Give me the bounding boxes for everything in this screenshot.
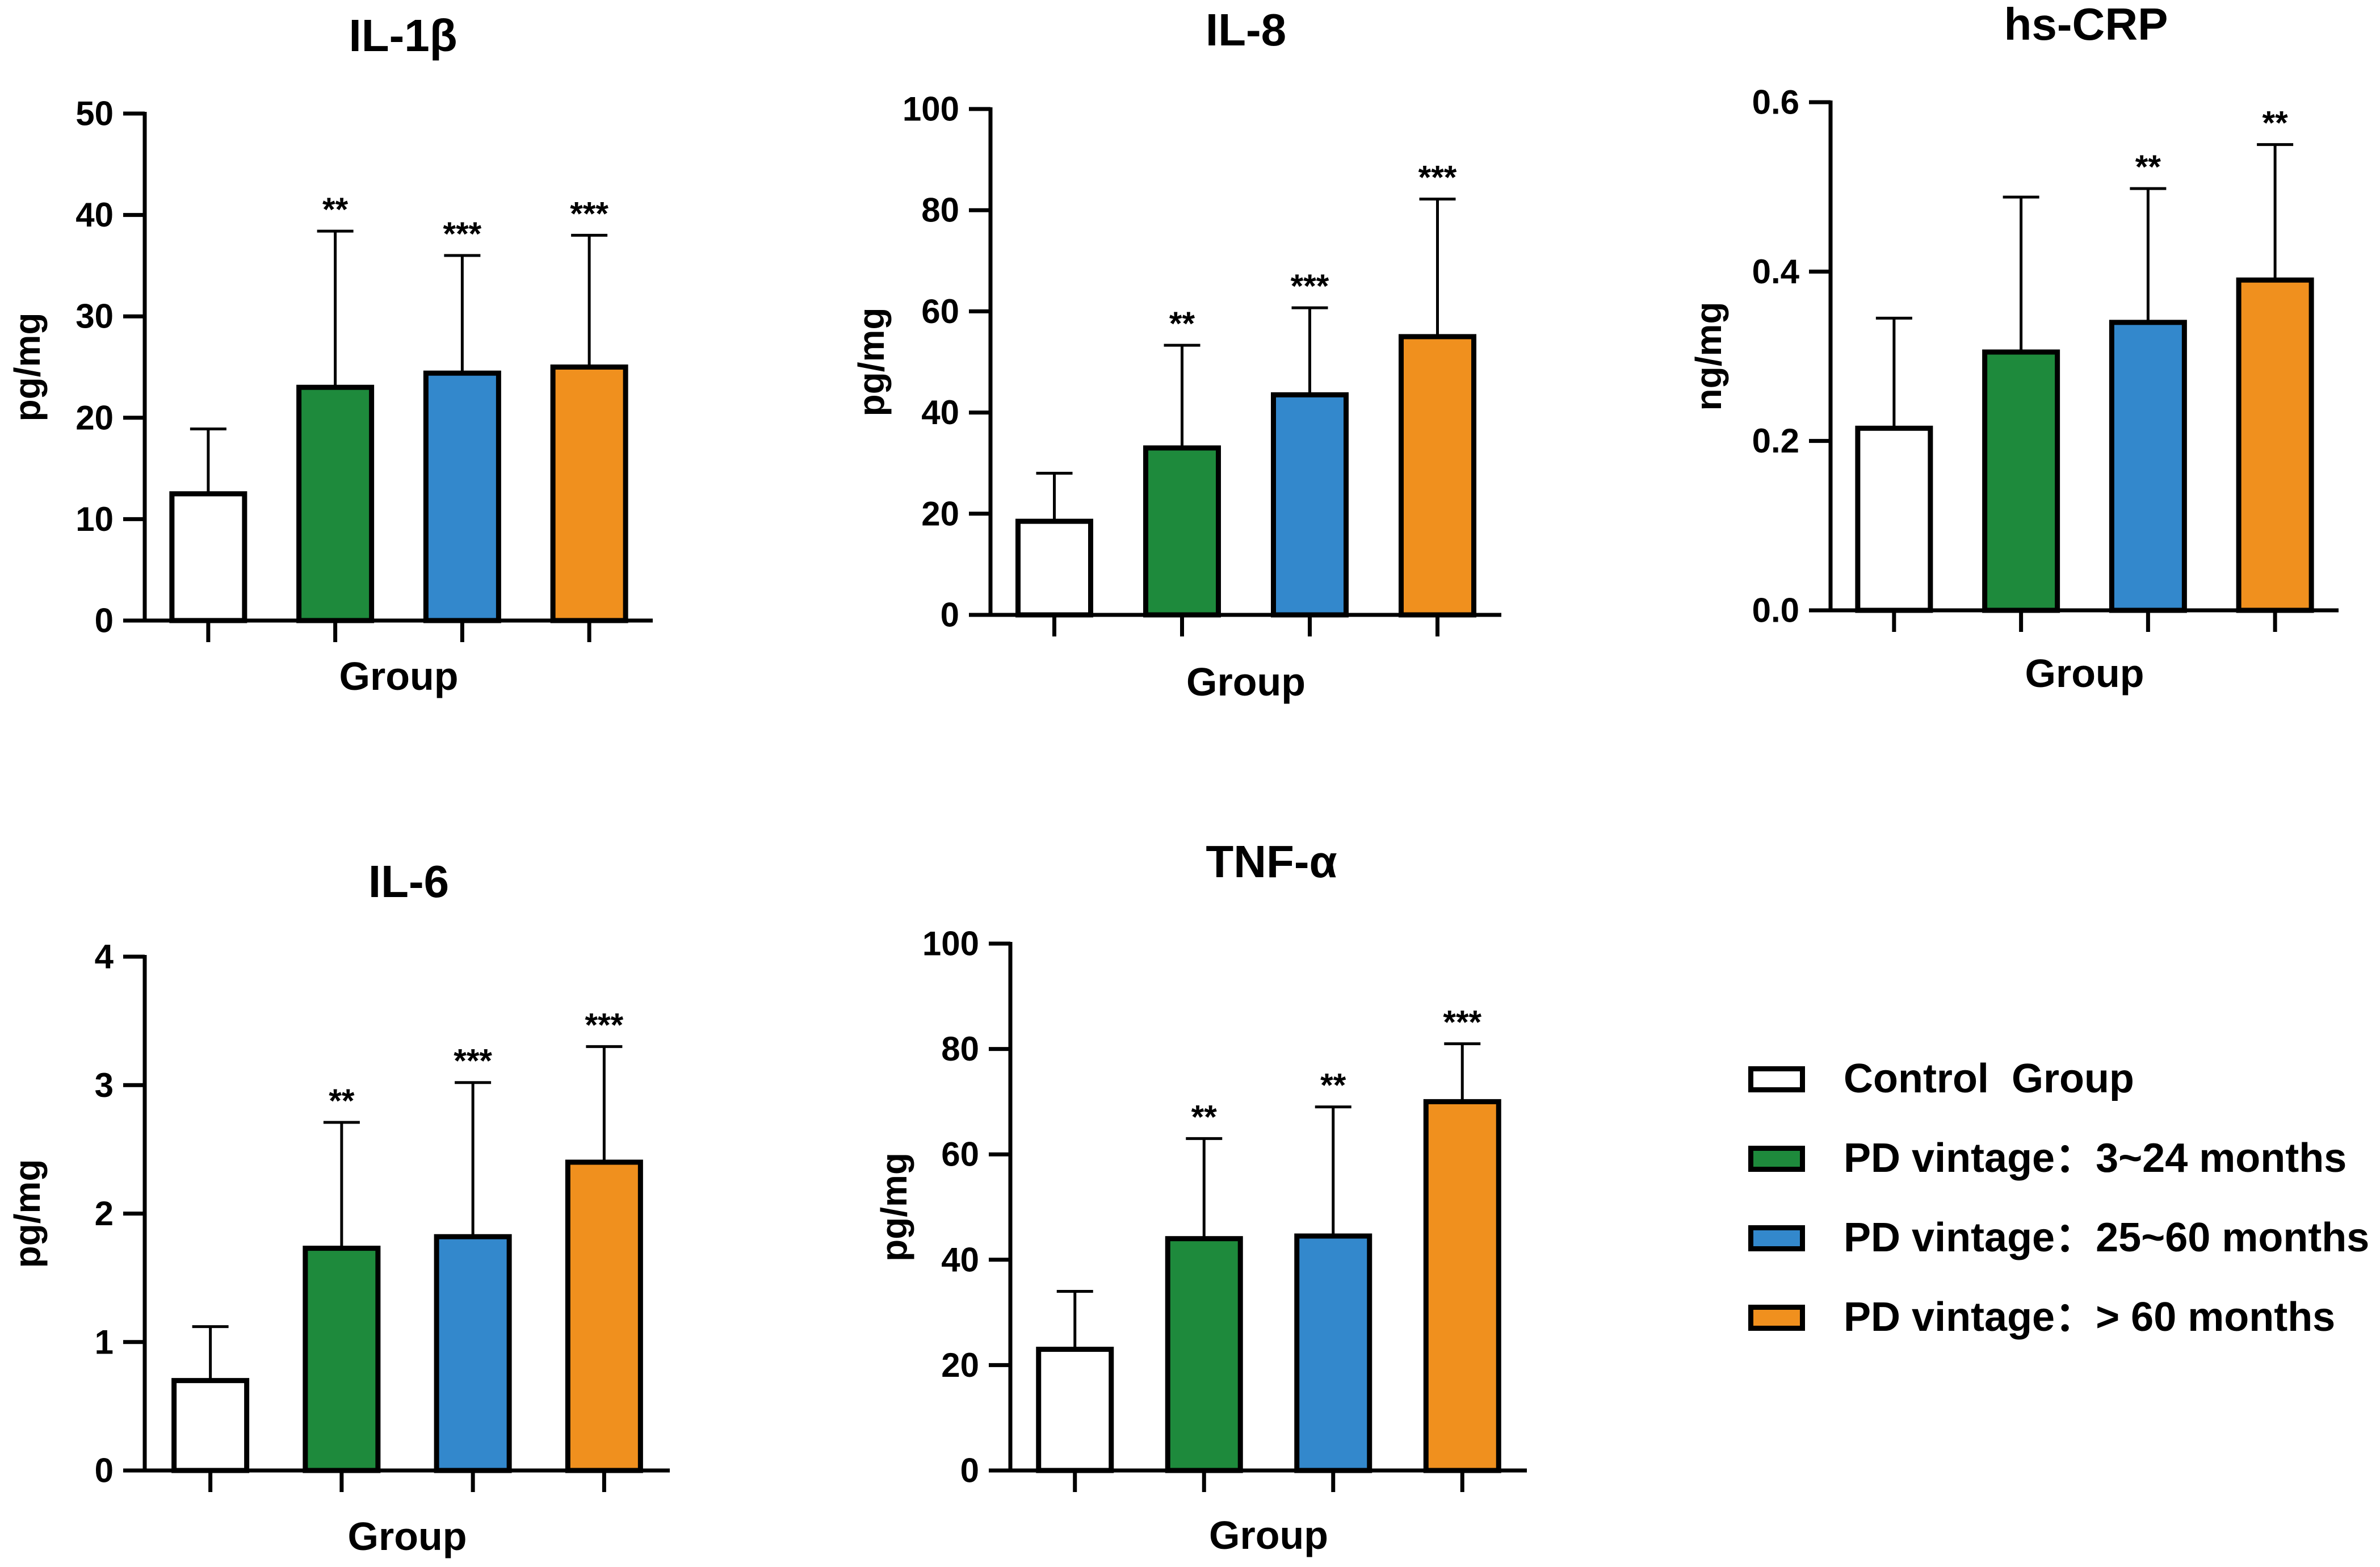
y-axis-label: pg/mg	[851, 308, 892, 417]
significance-label-pd2: **	[2135, 149, 2161, 186]
bar-control	[172, 494, 245, 621]
bar-pd1	[1146, 448, 1219, 615]
bar-control	[1018, 521, 1091, 615]
significance-label-pd2: ***	[443, 216, 482, 253]
y-tick-label-3: 3	[95, 1066, 114, 1104]
bar-pd3	[1401, 337, 1474, 615]
significance-label-pd3: ***	[570, 195, 608, 232]
bar-pd2	[426, 373, 498, 621]
legend-swatch-control	[1748, 1066, 1805, 1092]
y-tick-label-10: 10	[75, 500, 114, 538]
y-tick-label-100: 100	[903, 90, 959, 128]
legend-label-pd-25-60: PD vintage：25~60 months	[1844, 1209, 2369, 1266]
legend-item-pd-3-24: PD vintage：3~24 months	[1748, 1130, 2373, 1209]
y-tick-label-0: 0	[95, 1452, 114, 1490]
chart-title: IL-8	[1206, 5, 1286, 55]
y-tick-label-60: 60	[941, 1136, 979, 1174]
bar-pd1	[1168, 1239, 1240, 1470]
y-tick-label-0-2: 0.2	[1752, 422, 1799, 460]
chart-title: TNF-α	[1206, 836, 1337, 887]
y-tick-label-0-4: 0.4	[1752, 253, 1800, 291]
bar-control	[1858, 428, 1930, 610]
legend: Control Group PD vintage：3~24 months PD …	[1748, 1050, 2373, 1368]
significance-label-pd3: ***	[1418, 160, 1457, 196]
legend-label-pd-60plus: PD vintage：> 60 months	[1844, 1289, 2335, 1346]
bar-pd1	[299, 387, 372, 621]
bar-pd3	[2239, 280, 2311, 610]
significance-label-pd3: ***	[585, 1007, 624, 1044]
significance-label-pd1: **	[1191, 1099, 1218, 1136]
y-axis-label: pg/mg	[7, 1159, 48, 1268]
y-tick-label-30: 30	[75, 298, 114, 336]
significance-label-pd1: **	[322, 191, 349, 228]
significance-label-pd2: ***	[454, 1043, 492, 1080]
significance-label-pd1: **	[1169, 305, 1195, 342]
bar-pd2	[1274, 395, 1346, 615]
y-tick-label-2: 2	[95, 1195, 114, 1233]
legend-swatch-pd-60plus	[1748, 1305, 1805, 1331]
y-tick-label-0: 0	[95, 602, 114, 640]
chart-title: hs-CRP	[2004, 0, 2168, 49]
bar-pd2	[2112, 322, 2184, 610]
legend-label-pd-3-24: PD vintage：3~24 months	[1844, 1130, 2347, 1187]
y-tick-label-0-0: 0.0	[1752, 592, 1799, 630]
y-tick-label-0: 0	[960, 1452, 979, 1490]
legend-item-pd-25-60: PD vintage：25~60 months	[1748, 1209, 2373, 1289]
bar-pd3	[568, 1162, 640, 1470]
y-tick-label-20: 20	[921, 495, 959, 533]
y-tick-label-50: 50	[75, 95, 114, 133]
y-tick-label-40: 40	[75, 196, 114, 234]
significance-label-pd3: ***	[1443, 1004, 1481, 1041]
y-tick-label-20: 20	[75, 399, 114, 437]
bar-pd2	[436, 1237, 509, 1470]
bar-control	[174, 1381, 247, 1470]
significance-label-pd3: **	[2263, 105, 2289, 142]
x-axis-label: Group	[2025, 651, 2144, 695]
y-tick-label-100: 100	[922, 925, 979, 963]
y-tick-label-80: 80	[941, 1030, 979, 1068]
y-tick-label-60: 60	[921, 292, 959, 330]
x-axis-label: Group	[1186, 660, 1306, 704]
legend-swatch-pd-3-24	[1748, 1146, 1805, 1172]
y-tick-label-1: 1	[95, 1323, 114, 1361]
significance-label-pd2: ***	[1291, 268, 1329, 305]
x-axis-label: Group	[348, 1514, 467, 1558]
bar-pd1	[1985, 352, 2058, 610]
bar-pd2	[1297, 1236, 1370, 1470]
chart-title: IL-6	[368, 856, 449, 907]
y-tick-label-0: 0	[941, 596, 959, 634]
bar-pd3	[1426, 1101, 1498, 1470]
legend-item-pd-60plus: PD vintage：> 60 months	[1748, 1289, 2373, 1368]
y-axis-label: ng/mg	[1688, 302, 1729, 411]
y-tick-label-4: 4	[95, 938, 114, 976]
x-axis-label: Group	[339, 654, 459, 698]
y-tick-label-20: 20	[941, 1346, 979, 1384]
y-tick-label-40: 40	[921, 393, 959, 431]
chart-title: IL-1β	[349, 10, 457, 61]
bar-control	[1039, 1350, 1111, 1470]
legend-swatch-pd-25-60	[1748, 1225, 1805, 1251]
y-tick-label-40: 40	[941, 1241, 979, 1279]
y-tick-label-0-6: 0.6	[1752, 83, 1799, 121]
significance-label-pd2: **	[1320, 1067, 1346, 1104]
significance-label-pd1: **	[329, 1083, 355, 1120]
bar-pd3	[553, 367, 626, 621]
y-tick-label-80: 80	[921, 191, 959, 229]
y-axis-label: pg/mg	[7, 313, 48, 422]
x-axis-label: Group	[1209, 1513, 1328, 1557]
legend-label-control: Control Group	[1844, 1050, 2134, 1107]
legend-item-control: Control Group	[1748, 1050, 2373, 1130]
bar-pd1	[305, 1248, 378, 1470]
chart-panel-2: hs-CRP ng/mg Group 0.0 0.2 0.4 0.6 ** **	[1688, 0, 2339, 695]
y-axis-label: pg/mg	[874, 1153, 914, 1262]
